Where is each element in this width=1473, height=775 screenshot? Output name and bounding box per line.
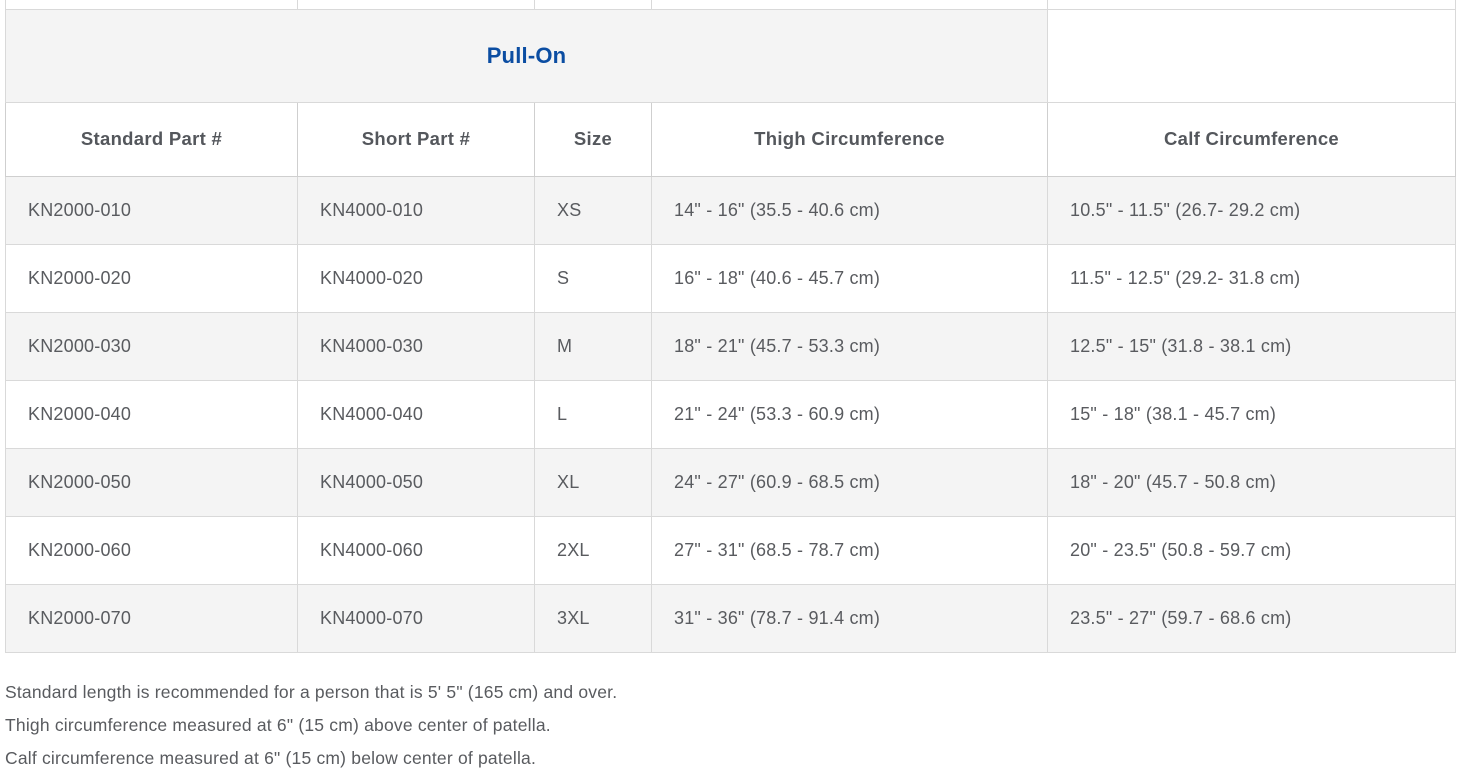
cutoff-cell <box>5 0 298 10</box>
standard-part-cell: KN2000-060 <box>5 515 298 585</box>
column-header-calf-circumference: Calf Circumference <box>1047 101 1456 177</box>
cutoff-cell <box>297 0 535 10</box>
thigh-cell: 24" - 27" (60.9 - 68.5 cm) <box>651 447 1048 517</box>
table-row: KN2000-060 KN4000-060 2XL 27" - 31" (68.… <box>5 515 1456 585</box>
table-row: KN2000-010 KN4000-010 XS 14" - 16" (35.5… <box>5 175 1456 245</box>
calf-cell: 10.5" - 11.5" (26.7- 29.2 cm) <box>1047 175 1456 245</box>
thigh-cell: 27" - 31" (68.5 - 78.7 cm) <box>651 515 1048 585</box>
previous-table-cutoff-row <box>5 0 1456 10</box>
short-part-cell: KN4000-040 <box>297 379 535 449</box>
standard-part-cell: KN2000-020 <box>5 243 298 313</box>
short-part-cell: KN4000-010 <box>297 175 535 245</box>
pull-on-banner-row: Pull-On <box>5 8 1456 103</box>
table-row: KN2000-050 KN4000-050 XL 24" - 27" (60.9… <box>5 447 1456 517</box>
size-cell: 2XL <box>534 515 652 585</box>
calf-cell: 11.5" - 12.5" (29.2- 31.8 cm) <box>1047 243 1456 313</box>
table-row: KN2000-040 KN4000-040 L 21" - 24" (53.3 … <box>5 379 1456 449</box>
standard-part-cell: KN2000-070 <box>5 583 298 653</box>
calf-cell: 20" - 23.5" (50.8 - 59.7 cm) <box>1047 515 1456 585</box>
short-part-cell: KN4000-060 <box>297 515 535 585</box>
standard-part-cell: KN2000-050 <box>5 447 298 517</box>
banner-title: Pull-On <box>486 42 567 68</box>
column-header-short-part: Short Part # <box>297 101 535 177</box>
size-chart-table: Pull-On Standard Part # Short Part # Siz… <box>5 0 1456 653</box>
calf-cell: 18" - 20" (45.7 - 50.8 cm) <box>1047 447 1456 517</box>
note-thigh-measurement: Thigh circumference measured at 6" (15 c… <box>5 714 551 735</box>
cutoff-cell <box>651 0 1048 10</box>
table-header-row: Standard Part # Short Part # Size Thigh … <box>5 101 1456 177</box>
size-cell: XL <box>534 447 652 517</box>
size-cell: S <box>534 243 652 313</box>
size-cell: M <box>534 311 652 381</box>
column-header-size: Size <box>534 101 652 177</box>
table-row: KN2000-070 KN4000-070 3XL 31" - 36" (78.… <box>5 583 1456 653</box>
note-standard-length: Standard length is recommended for a per… <box>5 681 618 702</box>
cutoff-cell <box>534 0 652 10</box>
thigh-cell: 31" - 36" (78.7 - 91.4 cm) <box>651 583 1048 653</box>
size-cell: XS <box>534 175 652 245</box>
standard-part-cell: KN2000-010 <box>5 175 298 245</box>
cutoff-cell <box>1047 0 1456 10</box>
footnotes: Standard length is recommended for a per… <box>5 676 1473 775</box>
pull-on-banner: Pull-On <box>5 8 1048 103</box>
calf-cell: 23.5" - 27" (59.7 - 68.6 cm) <box>1047 583 1456 653</box>
calf-cell: 12.5" - 15" (31.8 - 38.1 cm) <box>1047 311 1456 381</box>
thigh-cell: 21" - 24" (53.3 - 60.9 cm) <box>651 379 1048 449</box>
column-header-standard-part: Standard Part # <box>5 101 298 177</box>
thigh-cell: 18" - 21" (45.7 - 53.3 cm) <box>651 311 1048 381</box>
short-part-cell: KN4000-050 <box>297 447 535 517</box>
size-cell: L <box>534 379 652 449</box>
standard-part-cell: KN2000-040 <box>5 379 298 449</box>
thigh-cell: 16" - 18" (40.6 - 45.7 cm) <box>651 243 1048 313</box>
short-part-cell: KN4000-030 <box>297 311 535 381</box>
short-part-cell: KN4000-070 <box>297 583 535 653</box>
thigh-cell: 14" - 16" (35.5 - 40.6 cm) <box>651 175 1048 245</box>
calf-cell: 15" - 18" (38.1 - 45.7 cm) <box>1047 379 1456 449</box>
note-calf-measurement: Calf circumference measured at 6" (15 cm… <box>5 747 537 768</box>
short-part-cell: KN4000-020 <box>297 243 535 313</box>
table-row: KN2000-030 KN4000-030 M 18" - 21" (45.7 … <box>5 311 1456 381</box>
banner-empty-cell <box>1047 8 1456 103</box>
column-header-thigh-circumference: Thigh Circumference <box>651 101 1048 177</box>
standard-part-cell: KN2000-030 <box>5 311 298 381</box>
table-row: KN2000-020 KN4000-020 S 16" - 18" (40.6 … <box>5 243 1456 313</box>
size-cell: 3XL <box>534 583 652 653</box>
